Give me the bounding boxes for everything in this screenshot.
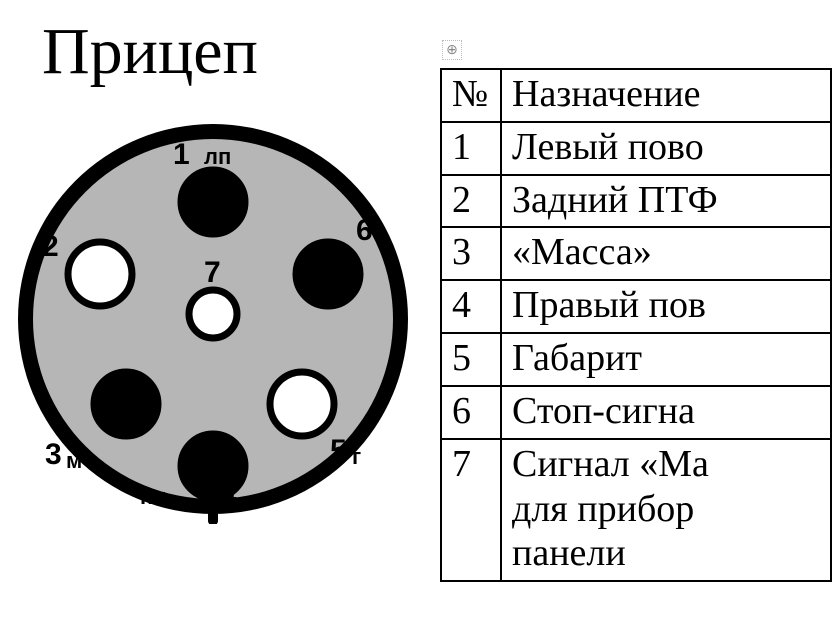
legend-cell-desc: Стоп-сигна (501, 386, 831, 439)
legend-cell-num: 6 (441, 386, 501, 439)
pin-sublabel-5: г (352, 444, 361, 469)
legend-cell-num: 3 (441, 227, 501, 280)
pin-sublabel-4: пп (140, 484, 167, 509)
legend-cell-num: 2 (441, 175, 501, 228)
legend-cell-desc: Задний ПТФ (501, 175, 831, 228)
legend-row: 7Сигнал «Мадля приборпанели (441, 439, 831, 581)
legend-row: 3«Масса» (441, 227, 831, 280)
legend-table: № Назначение 1Левый пово2Задний ПТФ3«Мас… (440, 68, 832, 582)
legend-header-desc: Назначение (501, 69, 831, 122)
legend-cell-num: 5 (441, 333, 501, 386)
legend-header-num: № (441, 69, 501, 122)
legend-cell-num: 7 (441, 439, 501, 581)
pin-sublabel-6: с (376, 224, 388, 249)
legend-row: 2Задний ПТФ (441, 175, 831, 228)
pin-label-7: 7 (204, 256, 221, 289)
pin-sublabel-3: м (66, 448, 82, 473)
pin-label-6: 6 (356, 214, 373, 247)
anchor-icon: ⊕ (442, 40, 462, 60)
legend-cell-desc: Габарит (501, 333, 831, 386)
page-title: Прицеп (42, 14, 258, 90)
pin-label-4: 4 (220, 478, 237, 511)
legend-row: 4Правый пов (441, 280, 831, 333)
legend-header-row: № Назначение (441, 69, 831, 122)
pin-label-5: 5 (330, 434, 347, 467)
legend-cell-desc: Сигнал «Мадля приборпанели (501, 439, 831, 581)
legend-cell-desc: Левый пово (501, 122, 831, 175)
legend-cell-desc: Правый пов (501, 280, 831, 333)
pin-label-3: 3 (45, 438, 62, 471)
pin-label-1: 1 (173, 138, 190, 171)
legend-row: 5Габарит (441, 333, 831, 386)
legend-cell-num: 4 (441, 280, 501, 333)
legend-cell-num: 1 (441, 122, 501, 175)
connector-diagram: 1 лп 2 3м 4 пп 5г 6с 7 (8, 104, 420, 524)
pin-sublabel-1: лп (204, 144, 231, 169)
legend-row: 1Левый пово (441, 122, 831, 175)
pin-label-2: 2 (42, 230, 59, 263)
legend-cell-desc: «Масса» (501, 227, 831, 280)
legend-row: 6Стоп-сигна (441, 386, 831, 439)
